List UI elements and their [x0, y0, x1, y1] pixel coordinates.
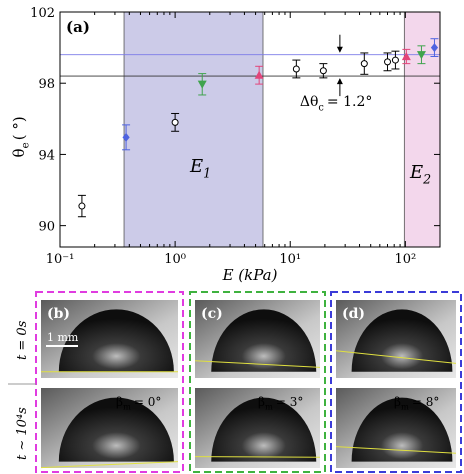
unit: ( °) — [10, 116, 28, 140]
point — [171, 118, 179, 126]
drop — [351, 397, 453, 462]
text: = 3° — [276, 395, 304, 409]
substrate-line — [194, 360, 321, 368]
panel-label: (b) — [47, 306, 70, 322]
substrate-line — [335, 350, 457, 364]
point — [254, 70, 264, 79]
symbol: E — [189, 156, 203, 177]
x-tick-label: 10⁰ — [164, 252, 186, 267]
point — [430, 43, 439, 53]
panel-frame — [35, 291, 184, 473]
subscript: 2 — [422, 171, 431, 186]
substrate-line — [335, 446, 457, 454]
symbol: β — [258, 395, 265, 409]
beta-label: βm = 8° — [394, 395, 439, 412]
subscript: m — [401, 402, 409, 412]
x-tick-label: 10² — [394, 252, 416, 267]
panel-frame — [189, 291, 326, 473]
y-tick-label: 102 — [30, 6, 55, 21]
text: = 0° — [134, 395, 162, 409]
row-label: t ∼ 10⁴s — [15, 407, 30, 460]
photo-panels: (b)βm = 0°(c)βm = 3°(d)βm = 8°1 mmt = 0st ∼… — [8, 291, 462, 473]
point — [319, 67, 327, 75]
panel-label: (a) — [66, 18, 90, 36]
symbol: β — [116, 395, 123, 409]
drop — [58, 309, 174, 372]
drop — [58, 397, 174, 462]
drop — [211, 309, 317, 372]
point — [401, 52, 411, 61]
substrate-line — [194, 456, 321, 458]
subscript: m — [123, 402, 131, 412]
point — [360, 60, 368, 68]
symbol: θ — [10, 148, 28, 157]
row-label: t = 0s — [15, 320, 30, 360]
point — [416, 51, 426, 60]
drop — [351, 309, 453, 372]
arrow-head — [336, 46, 343, 53]
point — [391, 56, 399, 64]
point — [292, 65, 300, 73]
x-axis-label: E (kPa) — [222, 266, 278, 284]
point — [78, 202, 86, 210]
subscript: m — [265, 402, 273, 412]
plot-frame — [59, 11, 441, 248]
symbol: β — [394, 395, 401, 409]
x-tick-label: 10⁻¹ — [46, 252, 75, 267]
region — [123, 11, 264, 248]
y-tick-label: 94 — [38, 148, 55, 163]
symbol: Δθ — [300, 94, 319, 110]
x-tick-label: 10¹ — [279, 252, 301, 267]
subscript: e — [20, 142, 32, 148]
panel-label: (c) — [201, 306, 223, 322]
arrow-head — [336, 78, 343, 85]
y-axis-label: θe ( °) — [10, 116, 32, 157]
point — [122, 132, 130, 142]
text: = 8° — [412, 395, 440, 409]
drop — [211, 397, 317, 462]
region-label: E1 — [189, 156, 211, 180]
scale-bar-label: 1 mm — [47, 331, 79, 344]
point — [197, 80, 207, 89]
y-tick-label: 98 — [38, 77, 55, 92]
panel-frame — [330, 291, 462, 473]
annotation: Δθc = 1.2° — [300, 94, 373, 113]
subscript: 1 — [203, 165, 211, 180]
substrate-line — [40, 461, 179, 469]
text: = 1.2° — [327, 94, 372, 110]
symbol: E — [409, 162, 423, 183]
point — [384, 58, 392, 66]
y-tick-label: 90 — [38, 220, 55, 235]
beta-label: βm = 3° — [258, 395, 303, 412]
region-label: E2 — [409, 162, 431, 186]
subscript: c — [318, 102, 324, 113]
panel-label: (d) — [342, 306, 365, 322]
beta-label: βm = 0° — [116, 395, 161, 412]
